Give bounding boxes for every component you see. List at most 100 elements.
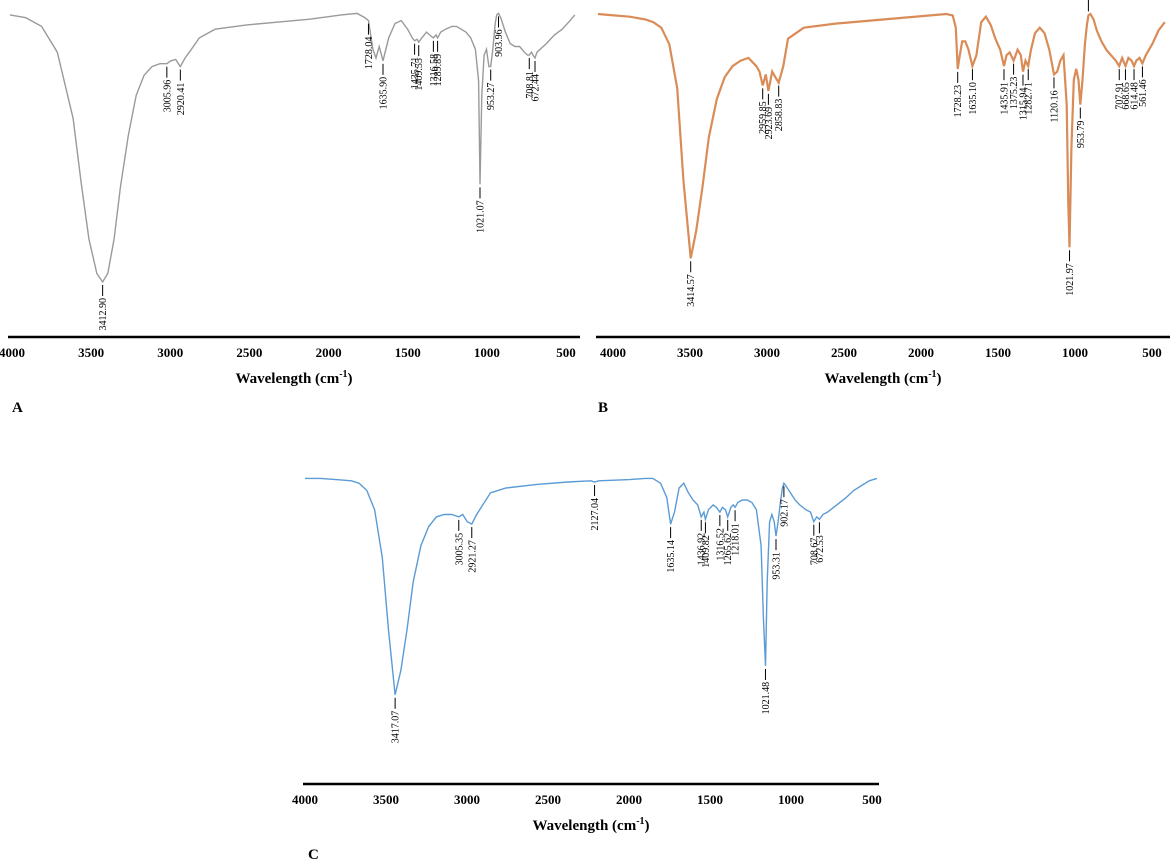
peak-annotation: 1282.71 bbox=[1024, 69, 1035, 115]
peak-label: 1315.94 bbox=[1018, 88, 1029, 121]
peak-annotation: 902.75 bbox=[1087, 0, 1089, 12]
panel-label: A bbox=[12, 400, 23, 416]
peak-annotation: 1635.10 bbox=[968, 69, 979, 115]
peak-annotation: 2923.69 bbox=[764, 93, 775, 140]
peak-label: 902.17 bbox=[779, 499, 790, 527]
peak-annotation: 1289.89 bbox=[433, 40, 444, 86]
x-tick-label: 1000 bbox=[1062, 345, 1088, 360]
peak-annotation: 707.91 bbox=[1115, 69, 1126, 110]
peak-label: 1728.23 bbox=[953, 85, 964, 118]
peak-label: 953.79 bbox=[1076, 121, 1087, 148]
peak-annotation: 1409.55 bbox=[414, 45, 425, 91]
peak-label: 1120.16 bbox=[1049, 90, 1060, 122]
peak-label: 3412.90 bbox=[98, 298, 109, 331]
peak-label: 1635.90 bbox=[379, 77, 390, 110]
peak-annotation: 2959.85 bbox=[758, 88, 769, 134]
peak-label: 1316.58 bbox=[429, 54, 440, 86]
peak-label: 903.96 bbox=[494, 29, 505, 57]
peak-label: 1635.14 bbox=[666, 540, 677, 573]
peak-annotation: 668.65 bbox=[1121, 69, 1132, 110]
peak-annotation: 1218.01 bbox=[731, 510, 742, 556]
peak-annotation: 902.17 bbox=[779, 486, 790, 527]
x-tick-label: 2000 bbox=[616, 792, 642, 807]
peak-annotation: 1435.71 bbox=[410, 43, 421, 90]
peak-annotation: 953.79 bbox=[1076, 107, 1087, 148]
peak-annotation: 3417.07 bbox=[391, 697, 402, 743]
peak-label: 1436.92 bbox=[697, 533, 708, 566]
x-tick-label: 1500 bbox=[395, 345, 421, 360]
x-tick-label: 1000 bbox=[474, 345, 500, 360]
panel-label: C bbox=[308, 847, 319, 863]
peak-annotation: 1021.48 bbox=[761, 668, 772, 715]
x-tick-label: 2500 bbox=[831, 345, 857, 360]
x-axis-label: Wavelength (cm-1) bbox=[532, 816, 649, 834]
peak-annotation: 3414.57 bbox=[686, 261, 697, 307]
peak-annotation: 953.27 bbox=[486, 69, 497, 110]
spectrum-line bbox=[9, 12, 576, 284]
x-tick-label: 4000 bbox=[0, 345, 25, 360]
peak-label: 1021.48 bbox=[761, 682, 772, 715]
x-tick-label: 2500 bbox=[535, 792, 561, 807]
peak-label: 708.81 bbox=[525, 71, 536, 99]
panel-a: 3412.90 3005.96 2920.41 1728.04 1635.90 1435.… bbox=[0, 12, 580, 416]
x-tick-label: 500 bbox=[556, 345, 576, 360]
x-tick-label: 3000 bbox=[454, 792, 480, 807]
peak-annotation: 1021.97 bbox=[1065, 250, 1076, 296]
peak-label: 1282.71 bbox=[1024, 82, 1035, 115]
peak-label: 1021.07 bbox=[476, 200, 487, 233]
peak-label: 2923.69 bbox=[764, 107, 775, 140]
peak-annotation: 672.53 bbox=[815, 522, 826, 563]
peak-annotation: 3005.35 bbox=[454, 519, 465, 566]
peak-label: 953.31 bbox=[772, 552, 783, 580]
peak-annotation: 1409.82 bbox=[701, 522, 712, 568]
peak-annotation: 2921.27 bbox=[467, 527, 478, 573]
peak-annotation: 1316.52 bbox=[715, 515, 726, 561]
peak-label: 668.65 bbox=[1121, 82, 1132, 110]
panel-c: 3417.07 3005.35 2921.27 2127.04 1635.14 1436.… bbox=[292, 477, 882, 863]
x-tick-label: 3500 bbox=[373, 792, 399, 807]
peak-label: 708.67 bbox=[809, 538, 820, 566]
peak-annotation: 1375.23 bbox=[1009, 63, 1020, 110]
peak-label: 1375.23 bbox=[1009, 77, 1020, 110]
peak-label: 672.44 bbox=[531, 74, 542, 102]
peak-annotation: 2920.41 bbox=[176, 69, 187, 115]
x-tick-label: 500 bbox=[1142, 345, 1162, 360]
x-tick-label: 4000 bbox=[600, 345, 626, 360]
peak-annotation: 1315.94 bbox=[1018, 74, 1029, 121]
peak-annotation: 614.48 bbox=[1130, 69, 1141, 110]
peak-annotation: 672.44 bbox=[531, 60, 542, 102]
spectrum-line bbox=[597, 12, 1166, 259]
peak-label: 1289.89 bbox=[433, 54, 444, 86]
peak-annotation: 1728.04 bbox=[364, 23, 375, 69]
peak-annotation: 1316.58 bbox=[429, 40, 440, 86]
peak-label: 1218.01 bbox=[731, 523, 742, 556]
x-tick-label: 3000 bbox=[157, 345, 183, 360]
x-tick-label: 1500 bbox=[697, 792, 723, 807]
x-tick-label: 2000 bbox=[908, 345, 934, 360]
x-tick-label: 4000 bbox=[292, 792, 318, 807]
peak-annotation: 1265.62 bbox=[723, 519, 734, 565]
peak-label: 2127.04 bbox=[590, 498, 601, 530]
peak-label: 614.48 bbox=[1130, 82, 1141, 110]
peak-label: 1635.10 bbox=[968, 82, 979, 115]
peak-annotation: 3005.96 bbox=[162, 66, 173, 112]
peak-annotation: 953.31 bbox=[772, 539, 783, 580]
x-tick-label: 1000 bbox=[778, 792, 804, 807]
peak-annotation: 1728.23 bbox=[953, 71, 964, 118]
peak-label: 1435.71 bbox=[410, 57, 421, 90]
peak-annotation: 3412.90 bbox=[98, 285, 109, 331]
peak-label: 561.46 bbox=[1138, 79, 1149, 107]
peak-label: 3005.35 bbox=[454, 533, 465, 566]
x-tick-label: 3500 bbox=[677, 345, 703, 360]
x-tick-label: 3000 bbox=[754, 345, 780, 360]
spectrum-line bbox=[305, 477, 878, 695]
x-tick-label: 500 bbox=[862, 792, 882, 807]
peak-annotation: 708.81 bbox=[525, 58, 536, 99]
peak-label: 1316.52 bbox=[715, 528, 726, 561]
x-axis-label: Wavelength (cm-1) bbox=[824, 369, 941, 387]
peak-annotation: 903.96 bbox=[494, 16, 505, 57]
peak-label: 2921.27 bbox=[467, 540, 478, 573]
peak-annotation: 2127.04 bbox=[590, 485, 601, 531]
